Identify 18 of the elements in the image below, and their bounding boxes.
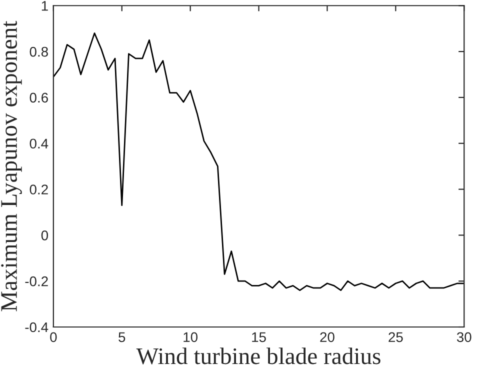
y-tick-label: 0.2 [30, 184, 48, 194]
y-tick-label: -0.2 [25, 276, 48, 286]
x-tick-label: 0 [50, 332, 57, 342]
y-tick-label: 0 [41, 230, 48, 240]
x-tick-label: 5 [118, 332, 126, 342]
y-tick-label: 1 [42, 1, 48, 11]
x-tick-label: 15 [252, 332, 266, 342]
y-tick-label: 0.4 [30, 138, 48, 149]
y-tick-label: 0.8 [30, 46, 48, 57]
y-tick-label: 0.6 [30, 92, 48, 103]
x-axis-title: Wind turbine blade radius [136, 348, 380, 364]
x-tick-label: 10 [184, 332, 198, 342]
line-series [53, 32, 464, 291]
y-tick-label: -0.4 [25, 322, 48, 332]
x-tick-label: 30 [456, 332, 472, 342]
y-axis-title: Maximum Lyapunov exponent [1, 20, 22, 312]
x-tick-label: 20 [320, 332, 334, 342]
x-tick-label: 25 [388, 332, 403, 342]
